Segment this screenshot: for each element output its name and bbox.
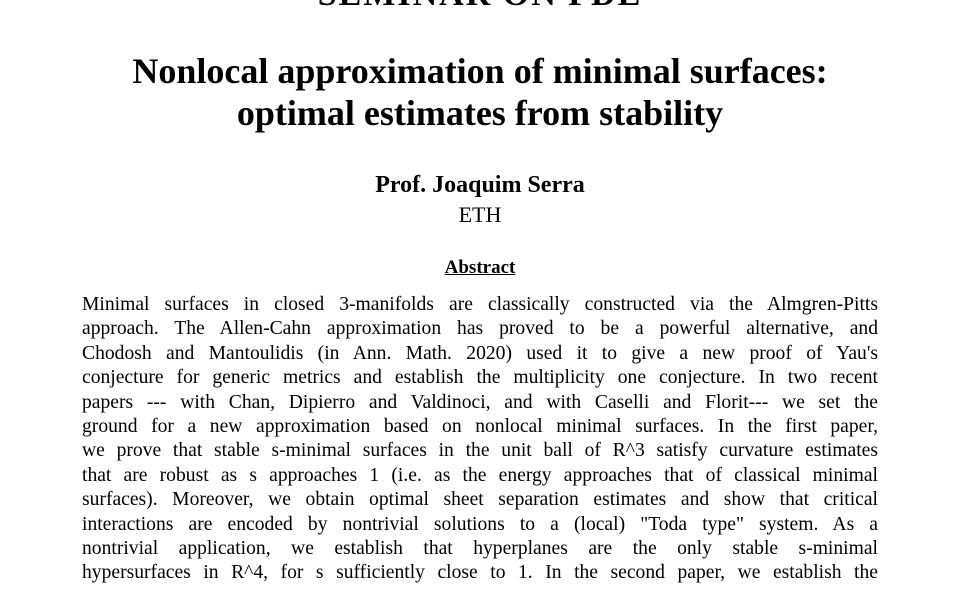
speaker-affiliation: ETH <box>458 202 502 227</box>
abstract-heading: Abstract <box>444 257 516 278</box>
abstract-line: approach. The Allen-Cahn approximation h… <box>82 318 878 340</box>
abstract-line: that are robust as s approaches 1 (i.e. … <box>82 464 878 486</box>
talk-title-line-2: optimal estimates from stability <box>236 93 724 133</box>
abstract-line: nontrivial application, we establish tha… <box>82 537 878 559</box>
talk-title: Nonlocal approximation of minimal surfac… <box>0 50 960 134</box>
series-heading: SEMINAR ON PDE <box>0 0 960 15</box>
abstract-line: surfaces). Moreover, we obtain optimal s… <box>82 489 878 511</box>
abstract-line: hypersurfaces in R^4, for s sufficiently… <box>82 562 878 584</box>
abstract-line: Minimal surfaces in closed 3-manifolds a… <box>82 294 878 315</box>
talk-title-line-1: Nonlocal approximation of minimal surfac… <box>132 51 828 91</box>
abstract-line: papers --- with Chan, Dipierro and Valdi… <box>82 391 878 413</box>
abstract-line: Chodosh and Mantoulidis (in Ann. Math. 2… <box>82 342 878 364</box>
abstract-line: conjecture for generic metrics and estab… <box>82 367 878 389</box>
abstract-line: we prove that stable s-minimal surfaces … <box>82 440 878 462</box>
abstract-line: interactions are encoded by nontrivial s… <box>82 513 878 535</box>
abstract-body: Minimal surfaces in closed 3-manifolds a… <box>82 293 878 586</box>
abstract-line: ground for a new approximation based on … <box>82 415 878 437</box>
speaker-name: Prof. Joaquim Serra <box>375 172 585 198</box>
